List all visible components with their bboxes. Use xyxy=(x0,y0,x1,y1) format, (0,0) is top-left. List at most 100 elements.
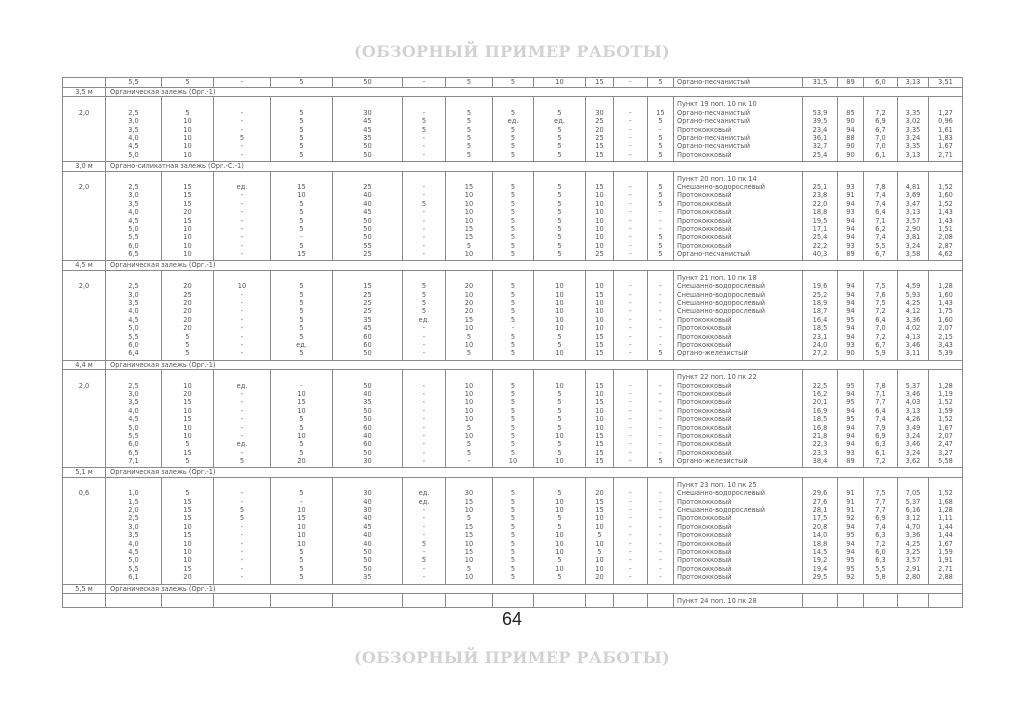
cell-value: 50 xyxy=(363,216,372,225)
cell-value: 10 xyxy=(464,216,474,225)
cell-value: 23,8 xyxy=(812,191,828,200)
cell-value: 93 xyxy=(846,448,855,457)
cell-value: - xyxy=(422,389,426,398)
cell-value: 5 xyxy=(510,389,516,398)
cell-value: 5 xyxy=(510,423,516,432)
spacer-line xyxy=(215,100,270,108)
cell-value: 36,1 xyxy=(812,133,828,142)
spacer-line xyxy=(334,597,402,605)
cell-value: 6,9 xyxy=(875,431,886,440)
spacer-line xyxy=(587,481,613,489)
cell-value: 90 xyxy=(846,117,855,126)
cell-value: 15 xyxy=(595,332,604,341)
cell-value: - xyxy=(629,381,632,390)
cell-value: 3,81 xyxy=(905,233,921,242)
cell-value: 4,25 xyxy=(905,539,921,548)
cell-value: 35 xyxy=(363,133,372,142)
cell-value: 5 xyxy=(510,299,516,308)
value-cell: 15 xyxy=(585,77,614,88)
cell-value: 45 xyxy=(363,324,372,333)
cell-value: - xyxy=(629,514,632,523)
cell-value: 7,8 xyxy=(875,182,886,191)
cell-value: 7,2 xyxy=(875,539,886,548)
cell-value: 5 xyxy=(510,315,516,324)
value-column: 7,8 7,4 7,4 6,4 7,1 6,2 7,4 5,5 6,7 xyxy=(863,170,898,262)
depth-value: 4,5 xyxy=(128,216,139,225)
cell-value: - xyxy=(240,431,244,440)
cell-value: 20 xyxy=(595,125,604,134)
cell-value: - xyxy=(659,307,662,316)
cell-value: 6,16 xyxy=(905,506,921,515)
cell-value: 20 xyxy=(183,307,192,316)
sampling-point-block: 0,6 1,0 1,5 2,0 2,5 3,0 3,5 4,0 4,5 5,0 5,5 6,1 5 15 1… xyxy=(62,476,963,585)
cell-value: 5 xyxy=(658,199,663,208)
depth-value: 5,0 xyxy=(128,150,139,159)
cell-value: 1,52 xyxy=(938,199,953,208)
cell-value: 30 xyxy=(363,506,372,515)
cell-value: 5 xyxy=(299,299,304,308)
cell-value: ед. xyxy=(418,497,430,506)
cell-value: 94 xyxy=(846,199,855,208)
cell-value: 15 xyxy=(183,415,192,424)
spacer-line xyxy=(899,100,928,108)
cell-value: 1,59 xyxy=(938,548,953,556)
cell-value: 3,35 xyxy=(905,142,921,151)
cell-value: 5 xyxy=(557,340,562,349)
depth-value: 6,5 xyxy=(128,250,139,259)
spacer-line xyxy=(447,481,492,489)
depth-value: 6,0 xyxy=(128,241,139,250)
cell-value: 23,3 xyxy=(812,448,828,457)
spacer-line xyxy=(899,597,928,605)
value-column xyxy=(897,592,929,609)
cell-value: 25,2 xyxy=(812,290,828,299)
depth-value: 2,5 xyxy=(128,514,139,523)
depth-value: 3,5 xyxy=(128,398,139,407)
cell-value: 1,67 xyxy=(938,423,953,432)
cell-value: 5 xyxy=(299,282,304,291)
cell-value: - xyxy=(659,324,662,333)
cell-value: 45 xyxy=(363,125,372,134)
cell-value: 5 xyxy=(557,199,562,208)
cell-value: 5 xyxy=(510,332,516,341)
cell-value: 25,4 xyxy=(812,233,828,242)
spacer-line xyxy=(447,274,492,282)
cell-value: 10 xyxy=(464,573,474,582)
cell-value: 15 xyxy=(297,398,306,407)
cell-value: 2,80 xyxy=(905,573,921,582)
depth-value: 3,0 xyxy=(128,389,139,398)
cell-value: - xyxy=(422,423,426,432)
cell-value: 94 xyxy=(846,224,855,233)
cell-value: - xyxy=(659,440,662,449)
spacer-line xyxy=(272,274,332,282)
value-cell: 3,13 xyxy=(897,77,929,88)
spacer-line xyxy=(447,373,492,381)
cell-value: 5 xyxy=(299,556,304,565)
cell-value: 10 xyxy=(297,531,306,540)
cell-value: - xyxy=(659,531,662,540)
spacer-line xyxy=(494,274,533,282)
cell-value: - xyxy=(422,448,426,457)
spacer-line xyxy=(163,481,213,489)
cell-value: 10 xyxy=(464,340,474,349)
spacer-line xyxy=(535,481,585,489)
cell-value: 5 xyxy=(510,548,516,556)
spacer-line xyxy=(839,175,863,183)
cell-value: 5 xyxy=(557,489,562,498)
cell-value: 95 xyxy=(846,531,855,540)
cell-value: 15 xyxy=(183,199,192,208)
cell-value: 94 xyxy=(846,324,855,333)
cell-value: 95 xyxy=(846,381,855,390)
cell-value: - xyxy=(422,548,426,556)
value-column: 10 5 5 5 5 5 10 5 5 10 xyxy=(533,369,586,469)
cell-value: 5 xyxy=(658,233,663,242)
cell-value: 60 xyxy=(363,332,372,341)
cell-value: 10 xyxy=(237,282,247,291)
cell-value: 18,8 xyxy=(812,208,828,217)
cell-value: 5 xyxy=(510,108,516,117)
cell-value: 10 xyxy=(183,133,192,142)
depth-value: 5,5 xyxy=(128,233,139,242)
cell-value: 3,24 xyxy=(905,448,921,457)
spacer-line xyxy=(334,100,402,108)
value-column: ед. - - - - - - ед. -5 xyxy=(213,369,271,469)
